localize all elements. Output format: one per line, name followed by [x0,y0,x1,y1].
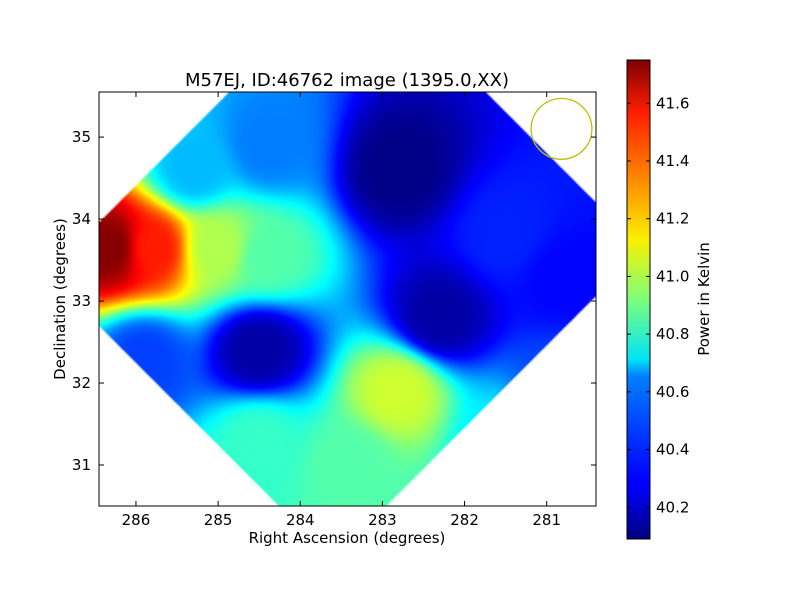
x-tick-label: 282 [450,511,479,529]
x-tick-label: 281 [532,511,561,529]
colorbar-gradient [627,60,650,539]
plot-frame [98,91,597,507]
x-ticks: 286 285 284 283 282 281 [122,92,561,529]
x-tick-label: 284 [286,511,315,529]
colorbar-tick-label: 40.8 [656,325,689,343]
colorbar: 40.2 40.4 40.6 40.8 41.0 41.2 41.4 41.6 Power i… [626,59,713,540]
colorbar-frame [626,59,651,540]
colorbar-tick-label: 41.4 [656,152,689,170]
y-tick-label: 35 [72,128,91,146]
y-tick-label: 31 [72,456,91,474]
heatmap-image [99,92,596,506]
y-tick-label: 33 [72,292,91,310]
y-axis-label: Declination (degrees) [51,218,69,380]
x-axis-label: Right Ascension (degrees) [249,529,446,547]
plot-axes: 286 285 284 283 282 281 31 32 33 34 35 [72,91,597,529]
y-tick-label: 32 [72,374,91,392]
x-tick-label: 283 [368,511,397,529]
x-tick-label: 286 [122,511,151,529]
y-ticks: 31 32 33 34 35 [72,128,596,474]
colorbar-ticks: 40.2 40.4 40.6 40.8 41.0 41.2 41.4 41.6 [627,94,689,516]
colorbar-tick-label: 41.2 [656,210,689,228]
colorbar-label: Power in Kelvin [695,242,713,356]
y-tick-label: 34 [72,210,91,228]
colorbar-tick-label: 40.6 [656,383,689,401]
x-tick-label: 285 [204,511,233,529]
colorbar-tick-label: 41.6 [656,94,689,112]
colorbar-tick-label: 41.0 [656,267,689,285]
beam-circle [530,97,593,160]
colorbar-tick-label: 40.4 [656,441,689,459]
colorbar-tick-label: 40.2 [656,498,689,516]
chart-title: M57EJ, ID:46762 image (1395.0,XX) [185,70,509,91]
